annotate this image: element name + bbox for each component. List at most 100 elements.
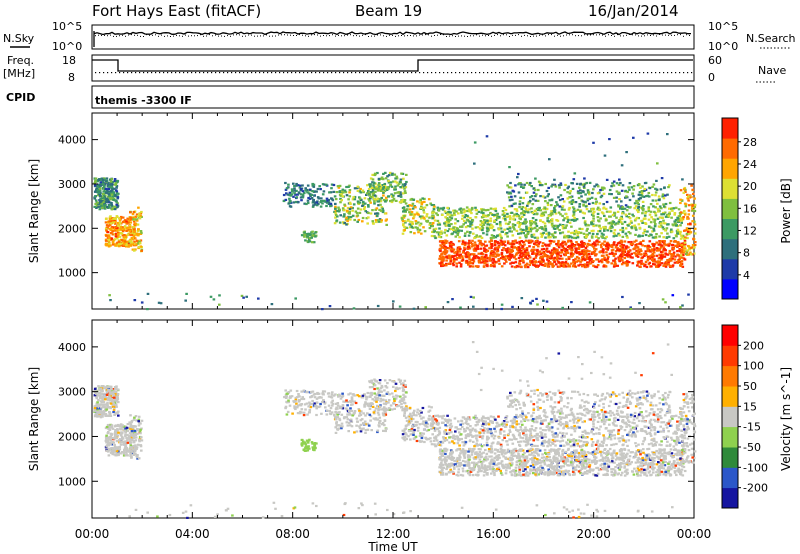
data-cell <box>109 183 112 186</box>
data-cell <box>404 191 407 194</box>
data-cell <box>635 199 638 202</box>
data-cell <box>587 253 591 256</box>
data-cell <box>519 196 522 199</box>
data-cell <box>369 201 372 204</box>
data-cell <box>98 187 102 191</box>
data-cell <box>95 412 99 415</box>
data-cell <box>482 214 485 217</box>
data-cell <box>653 225 657 228</box>
data-cell <box>347 215 350 218</box>
nsearch-point <box>599 34 600 36</box>
data-cell <box>625 234 629 238</box>
data-cell <box>579 210 582 213</box>
data-cell <box>282 199 286 203</box>
data-cell <box>603 214 606 217</box>
data-cell <box>493 219 496 222</box>
data-cell <box>480 211 483 214</box>
data-cell <box>105 444 109 447</box>
nave-point <box>575 72 577 74</box>
data-cell <box>440 258 443 261</box>
data-cell <box>450 248 454 251</box>
data-cell <box>624 227 628 230</box>
data-cell <box>667 235 671 238</box>
data-cell <box>634 247 637 250</box>
data-cell <box>540 184 544 187</box>
data-cell <box>538 226 542 230</box>
data-cell <box>134 439 138 442</box>
data-cell <box>442 206 446 209</box>
data-cell <box>316 204 319 207</box>
data-cell <box>568 192 572 195</box>
data-cell <box>318 185 321 188</box>
data-cell <box>467 253 470 256</box>
data-cell <box>560 208 564 211</box>
data-cell <box>620 255 624 258</box>
nsearch-point <box>146 34 147 36</box>
data-cell <box>571 254 574 257</box>
data-cell <box>602 192 606 195</box>
data-cell <box>290 188 294 191</box>
data-cell <box>469 231 472 234</box>
data-cell <box>570 218 573 222</box>
data-cell <box>512 240 516 243</box>
data-cell <box>93 197 97 200</box>
data-cell <box>491 261 495 264</box>
data-cell <box>631 242 634 245</box>
data-cell <box>463 246 466 249</box>
data-cell <box>436 213 439 217</box>
data-cell <box>139 212 143 215</box>
data-cell <box>382 194 385 197</box>
data-cell <box>571 253 574 256</box>
data-cell <box>118 448 122 451</box>
data-cell <box>566 197 570 200</box>
data-cell <box>121 244 125 247</box>
data-cell <box>129 211 132 214</box>
data-cell <box>115 237 119 240</box>
data-cell <box>667 214 670 217</box>
data-cell <box>575 218 579 221</box>
data-cell <box>634 243 637 246</box>
data-cell <box>567 264 571 267</box>
data-cell <box>115 203 118 206</box>
data-cell <box>599 217 602 220</box>
nave-point <box>471 72 473 74</box>
nave-point <box>183 72 185 74</box>
data-cell <box>406 205 409 208</box>
data-cell <box>134 452 137 456</box>
data-cell <box>112 191 115 194</box>
data-cell <box>383 182 387 186</box>
data-cell <box>110 447 113 450</box>
data-cell <box>545 207 549 210</box>
data-cell <box>687 232 691 236</box>
data-cell <box>146 308 149 311</box>
data-cell <box>530 249 533 252</box>
data-cell <box>581 227 584 231</box>
data-cell <box>117 410 120 413</box>
data-cell <box>657 195 661 198</box>
data-cell <box>674 222 677 225</box>
data-cell <box>105 206 109 209</box>
data-cell <box>113 445 117 448</box>
data-cell <box>512 261 515 264</box>
data-cell <box>120 451 124 454</box>
data-cell <box>608 138 611 141</box>
nave-point <box>239 72 241 74</box>
data-cell <box>550 185 553 188</box>
data-cell <box>571 199 575 202</box>
data-cell <box>455 210 458 213</box>
data-cell <box>369 212 373 215</box>
data-cell <box>452 226 455 229</box>
nsearch-point <box>656 35 657 37</box>
data-cell <box>338 190 341 194</box>
data-cell <box>612 196 616 199</box>
data-cell <box>102 196 106 199</box>
data-cell <box>578 203 582 206</box>
data-cell <box>347 217 350 220</box>
data-cell <box>370 186 374 190</box>
data-cell <box>620 200 623 203</box>
data-cell <box>131 438 134 441</box>
data-cell <box>675 244 679 247</box>
data-cell <box>465 206 469 209</box>
data-cell <box>336 215 339 218</box>
data-cell <box>570 262 573 265</box>
